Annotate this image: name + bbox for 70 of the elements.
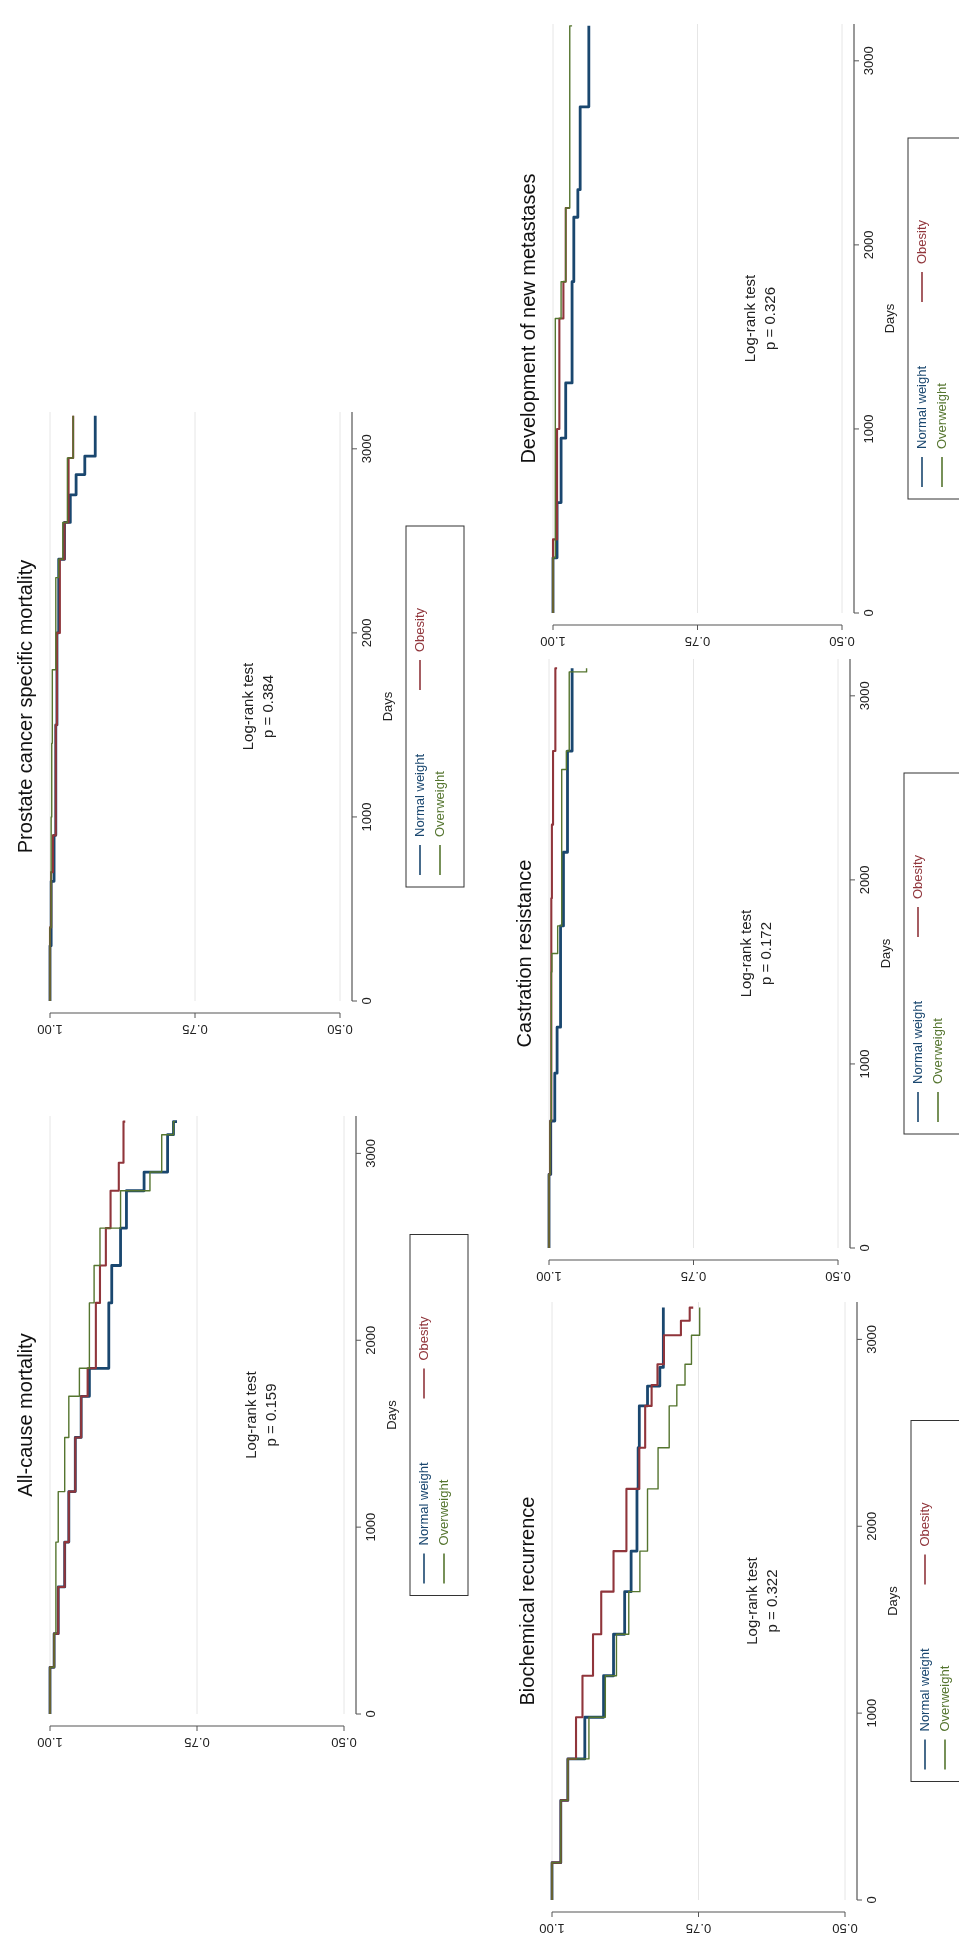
y-tick-label: 3000: [864, 1324, 879, 1354]
annotation: Log-rank test: [743, 1556, 761, 1645]
y-tick-label: 1000: [359, 802, 374, 832]
annotation: p = 0.322: [763, 1569, 781, 1633]
y-tick-label: 0: [864, 1896, 879, 1904]
text: Obesity: [914, 219, 929, 264]
y-tick-label: 1000: [857, 1049, 872, 1079]
text: Obesity: [917, 1501, 932, 1547]
text: Normal weight: [416, 1462, 431, 1546]
y-tick-label: 0: [359, 997, 374, 1005]
x-tick-label: 0.75: [680, 1269, 707, 1284]
text: Normal weight: [914, 365, 929, 449]
text: Overweight: [436, 1479, 451, 1546]
x-tick-label: 1.00: [37, 1735, 63, 1750]
y-tick-label: 0: [861, 609, 876, 617]
y-tick-label: 3000: [359, 434, 374, 464]
text: Development of new metastases: [517, 173, 539, 464]
text: Obesity: [416, 1315, 431, 1361]
y-tick-label: 1000: [363, 1512, 378, 1542]
y-axis-title: Days: [384, 1399, 399, 1430]
annotation: p = 0.384: [259, 675, 276, 738]
text: Overweight: [930, 1017, 945, 1084]
text: All-cause mortality: [14, 1333, 36, 1497]
text: Normal weight: [412, 753, 427, 837]
text: Overweight: [432, 770, 447, 837]
annotation: Log-rank test: [239, 661, 256, 751]
x-tick-label: 0.75: [684, 634, 711, 649]
y-axis-title: Days: [882, 303, 897, 334]
x-tick-label: 0.50: [331, 1735, 357, 1750]
text: Normal weight: [910, 1000, 925, 1084]
text: Overweight: [937, 1665, 952, 1732]
y-tick-label: 0: [857, 1244, 872, 1252]
y-axis-title: Days: [878, 938, 893, 969]
text: Castration resistance: [513, 859, 535, 1048]
x-tick-label: 1.00: [37, 1022, 63, 1037]
annotation: Log-rank test: [741, 273, 759, 363]
y-tick-label: 2000: [857, 865, 872, 895]
x-tick-label: 0.75: [685, 1921, 712, 1936]
y-tick-label: 3000: [861, 46, 876, 76]
annotation: p = 0.326: [761, 287, 779, 350]
y-tick-label: 2000: [864, 1511, 879, 1541]
y-tick-label: 1000: [861, 414, 876, 444]
y-tick-label: 2000: [363, 1325, 378, 1355]
x-tick-label: 0.50: [825, 1269, 851, 1284]
x-tick-label: 0.75: [184, 1735, 210, 1750]
text: Obesity: [910, 854, 925, 899]
annotation: p = 0.159: [261, 1383, 279, 1447]
y-tick-label: 0: [363, 1710, 378, 1718]
x-tick-label: 0.50: [832, 1921, 858, 1936]
text: Biochemical recurrence: [516, 1496, 538, 1706]
annotation: p = 0.172: [757, 922, 775, 985]
y-tick-label: 1000: [864, 1698, 879, 1728]
y-axis-title: Days: [885, 1585, 900, 1616]
y-axis-title: Days: [380, 691, 395, 722]
y-tick-label: 3000: [857, 681, 872, 711]
text: Prostate cancer specific mortality: [14, 559, 36, 854]
x-tick-label: 1.00: [540, 634, 566, 649]
annotation: Log-rank test: [737, 908, 755, 998]
y-tick-label: 2000: [861, 230, 876, 260]
x-tick-label: 0.50: [829, 634, 855, 649]
y-tick-label: 3000: [363, 1138, 378, 1168]
text: Obesity: [412, 607, 427, 652]
text: Normal weight: [917, 1648, 932, 1732]
x-tick-label: 1.00: [536, 1269, 562, 1284]
x-tick-label: 0.75: [182, 1022, 208, 1037]
y-tick-label: 2000: [359, 618, 374, 648]
annotation: Log-rank test: [241, 1370, 259, 1459]
x-tick-label: 1.00: [539, 1921, 565, 1936]
text: Overweight: [934, 382, 949, 449]
x-tick-label: 0.50: [327, 1022, 353, 1037]
